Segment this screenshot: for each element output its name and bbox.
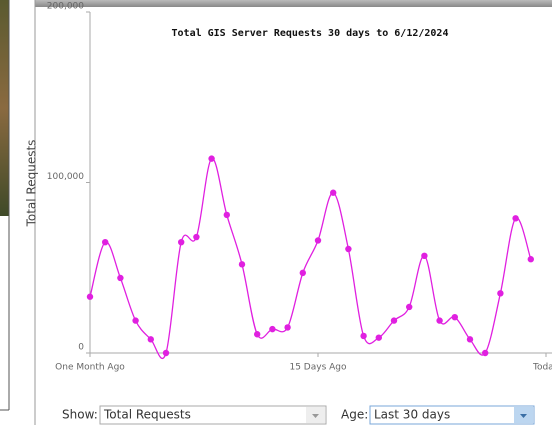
data-point (117, 275, 123, 281)
data-point (360, 333, 366, 339)
data-point (254, 331, 260, 337)
data-point (497, 290, 503, 296)
data-point (391, 317, 397, 323)
side-image (0, 0, 9, 216)
y-axis-label: Total Requests (25, 140, 39, 228)
data-point (239, 261, 245, 267)
data-point (300, 270, 306, 276)
data-point (452, 314, 458, 320)
data-point (406, 304, 412, 310)
data-point (284, 324, 290, 330)
data-point (467, 336, 473, 342)
data-point (178, 239, 184, 245)
data-point (421, 253, 427, 259)
x-tick-label: 15 Days Ago (289, 363, 347, 373)
y-tick-label: 100,000 (47, 172, 84, 182)
chart: Total GIS Server Requests 30 days to 6/1… (0, 0, 552, 425)
data-point (193, 234, 199, 240)
data-point (148, 336, 154, 342)
age-label: Age: (341, 408, 368, 422)
data-point (345, 246, 351, 252)
data-point (315, 237, 321, 243)
chart-title: Total GIS Server Requests 30 days to 6/1… (172, 28, 449, 39)
data-point (482, 350, 488, 356)
x-tick-label: One Month Ago (55, 363, 125, 373)
x-tick-label: Today (532, 363, 552, 373)
data-point (436, 317, 442, 323)
age-value[interactable]: Last 30 days (374, 408, 450, 422)
y-tick-label: 0 (78, 343, 84, 353)
y-tick-label: 200,000 (47, 2, 84, 12)
show-label: Show: (62, 408, 98, 422)
data-point (376, 334, 382, 340)
series-line (90, 158, 531, 358)
data-point (528, 256, 534, 262)
data-point (269, 326, 275, 332)
data-point (87, 294, 93, 300)
data-point (208, 155, 214, 161)
data-point (102, 239, 108, 245)
data-point (224, 212, 230, 218)
top-bar (35, 0, 552, 7)
page: Total GIS Server Requests 30 days to 6/1… (0, 0, 552, 425)
data-point (330, 190, 336, 196)
show-value[interactable]: Total Requests (103, 408, 191, 422)
data-point (512, 215, 518, 221)
data-point (163, 350, 169, 356)
data-point (132, 317, 138, 323)
